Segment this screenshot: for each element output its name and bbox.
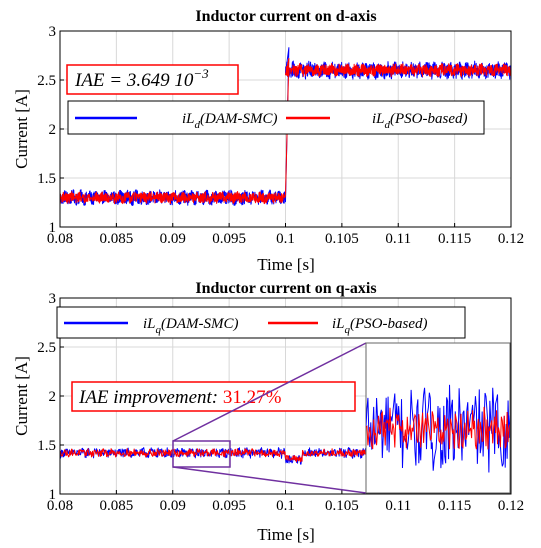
legend-entry: iLd(DAM-SMC) — [182, 111, 278, 131]
x-tick-label: 0.085 — [100, 498, 134, 514]
x-axis-label: Time [s] — [257, 255, 314, 274]
y-axis-label: Current [A] — [12, 89, 31, 169]
iae-improvement-annotation: IAE improvement: 31.27% — [71, 381, 356, 412]
x-tick-label: 0.085 — [100, 231, 134, 247]
x-axis-label: Time [s] — [257, 525, 314, 544]
series-line-pso-based — [60, 57, 511, 205]
y-tick-label: 1 — [49, 220, 57, 236]
x-tick-label: 0.115 — [438, 498, 471, 514]
iae-improvement-value: 31.27% — [223, 387, 282, 408]
iae-annotation: IAE = 3.649 10−3 — [66, 64, 239, 95]
x-tick-label: 0.1 — [276, 498, 295, 514]
chart-title: Inductor current on d-axis — [195, 8, 376, 25]
y-tick-labels: 1 1.5 2 2.5 3 — [37, 291, 56, 503]
y-tick-label: 1.5 — [37, 438, 56, 454]
y-tick-label: 2.5 — [37, 340, 56, 356]
iae-improvement-label: IAE improvement: — [78, 387, 223, 408]
x-tick-label: 0.1 — [276, 231, 295, 247]
y-tick-label: 1 — [49, 487, 57, 503]
legend-entry: iLq(PSO-based) — [332, 316, 428, 336]
y-tick-label: 2.5 — [37, 73, 56, 89]
chart-d-axis: Inductor current on d-axis 1 1.5 2 2.5 3 0.0… — [12, 8, 524, 274]
zoom-connector — [172, 466, 367, 494]
y-tick-label: 2 — [49, 122, 57, 138]
y-tick-label: 3 — [49, 24, 57, 40]
x-tick-labels: 0.08 0.085 0.09 0.095 0.1 0.105 0.11 0.115 0.12 — [47, 498, 524, 514]
iae-value: IAE = 3.649 10 — [74, 70, 194, 91]
axes-frame — [59, 297, 512, 495]
x-tick-label: 0.105 — [325, 498, 359, 514]
zoom-inset — [365, 342, 511, 494]
iae-exponent: −3 — [193, 66, 209, 81]
x-tick-label: 0.09 — [160, 231, 186, 247]
x-tick-label: 0.09 — [160, 498, 186, 514]
x-tick-label: 0.11 — [385, 231, 411, 247]
x-tick-label: 0.08 — [47, 231, 73, 247]
y-tick-labels: 1 1.5 2 2.5 3 — [37, 24, 56, 236]
y-tick-label: 2 — [49, 389, 57, 405]
y-tick-label: 3 — [49, 291, 57, 307]
chart-q-axis: Inductor current on q-axis 1 1.5 2 2.5 3 0.0… — [12, 280, 524, 544]
x-tick-labels: 0.08 0.085 0.09 0.095 0.1 0.105 0.11 0.115 0.12 — [47, 231, 524, 247]
x-tick-label: 0.12 — [498, 231, 524, 247]
legend-entry: iLq(DAM-SMC) — [143, 316, 239, 336]
x-tick-label: 0.08 — [47, 498, 73, 514]
x-tick-label: 0.095 — [212, 231, 246, 247]
zoom-connector — [172, 342, 367, 442]
svg-text:IAE improvement: 31.27%: IAE improvement: 31.27% — [78, 387, 282, 408]
x-tick-label: 0.115 — [438, 231, 471, 247]
inset-series-line — [366, 384, 510, 473]
axes-frame — [59, 30, 512, 228]
x-tick-label: 0.12 — [498, 498, 524, 514]
plot-area — [60, 47, 511, 206]
inset-series-line — [366, 406, 510, 450]
legend-entry: iLd(PSO-based) — [372, 111, 468, 131]
x-tick-label: 0.105 — [325, 231, 359, 247]
y-tick-label: 1.5 — [37, 171, 56, 187]
x-tick-label: 0.095 — [212, 498, 246, 514]
chart-title: Inductor current on q-axis — [195, 280, 376, 297]
y-axis-label: Current [A] — [12, 356, 31, 436]
legend: iLd(DAM-SMC) iLd(PSO-based) — [67, 100, 485, 135]
zoom-window — [172, 440, 231, 468]
x-tick-label: 0.11 — [385, 498, 411, 514]
svg-text:IAE = 3.649 10−3: IAE = 3.649 10−3 — [74, 66, 209, 91]
legend: iLq(DAM-SMC) iLq(PSO-based) — [56, 306, 466, 339]
